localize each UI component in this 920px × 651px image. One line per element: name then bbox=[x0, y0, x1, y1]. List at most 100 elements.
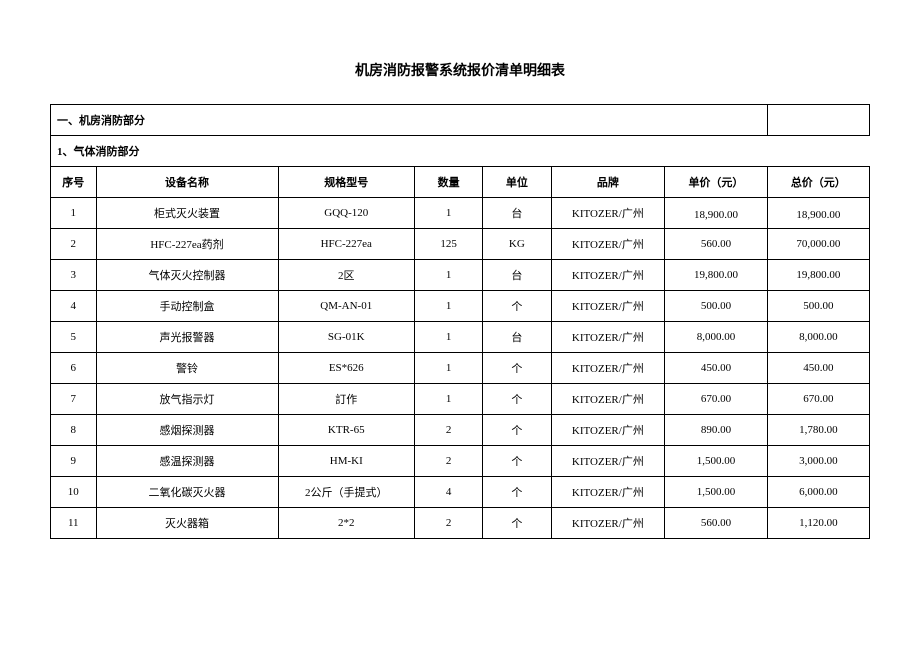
cell-name: 灭火器箱 bbox=[96, 508, 278, 539]
cell-qty: 4 bbox=[415, 477, 483, 508]
sub-section-header: 1、气体消防部分 bbox=[51, 136, 870, 167]
cell-name: 感温探测器 bbox=[96, 446, 278, 477]
table-row: 7放气指示灯訂作1个KITOZER/广州670.00670.00 bbox=[51, 384, 870, 415]
cell-price: 1,500.00 bbox=[665, 477, 767, 508]
cell-unit: 台 bbox=[483, 322, 551, 353]
cell-model: HFC-227ea bbox=[278, 229, 415, 260]
table-row: 8感烟探测器KTR-652个KITOZER/广州890.001,780.00 bbox=[51, 415, 870, 446]
cell-name: 声光报警器 bbox=[96, 322, 278, 353]
cell-model: QM-AN-01 bbox=[278, 291, 415, 322]
cell-total: 3,000.00 bbox=[767, 446, 869, 477]
cell-unit: 个 bbox=[483, 446, 551, 477]
sub-section-row: 1、气体消防部分 bbox=[51, 136, 870, 167]
cell-seq: 11 bbox=[51, 508, 97, 539]
cell-price: 890.00 bbox=[665, 415, 767, 446]
cell-seq: 8 bbox=[51, 415, 97, 446]
cell-seq: 1 bbox=[51, 198, 97, 229]
cell-name: HFC-227ea药剂 bbox=[96, 229, 278, 260]
page-title: 机房消防报警系统报价清单明细表 bbox=[50, 60, 870, 80]
cell-model: HM-KI bbox=[278, 446, 415, 477]
cell-model: GQQ-120 bbox=[278, 198, 415, 229]
column-header-row: 序号 设备名称 规格型号 数量 单位 品牌 单价（元） 总价（元） bbox=[51, 167, 870, 198]
cell-qty: 2 bbox=[415, 508, 483, 539]
cell-price: 560.00 bbox=[665, 229, 767, 260]
table-row: 3气体灭火控制器2区1台KITOZER/广州19,800.0019,800.00 bbox=[51, 260, 870, 291]
table-row: 1柜式灭火装置GQQ-1201台KITOZER/广州18,900.0018,90… bbox=[51, 198, 870, 229]
cell-brand: KITOZER/广州 bbox=[551, 353, 665, 384]
cell-qty: 2 bbox=[415, 446, 483, 477]
cell-total: 70,000.00 bbox=[767, 229, 869, 260]
cell-total: 1,780.00 bbox=[767, 415, 869, 446]
cell-qty: 1 bbox=[415, 260, 483, 291]
cell-qty: 1 bbox=[415, 291, 483, 322]
cell-model: KTR-65 bbox=[278, 415, 415, 446]
cell-model: 訂作 bbox=[278, 384, 415, 415]
table-row: 9感温探测器HM-KI2个KITOZER/广州1,500.003,000.00 bbox=[51, 446, 870, 477]
cell-qty: 125 bbox=[415, 229, 483, 260]
table-row: 6警铃ES*6261个KITOZER/广州450.00450.00 bbox=[51, 353, 870, 384]
cell-total: 1,120.00 bbox=[767, 508, 869, 539]
table-row: 11灭火器箱2*22个KITOZER/广州560.001,120.00 bbox=[51, 508, 870, 539]
table-row: 4手动控制盒QM-AN-011个KITOZER/广州500.00500.00 bbox=[51, 291, 870, 322]
cell-brand: KITOZER/广州 bbox=[551, 260, 665, 291]
cell-unit: 个 bbox=[483, 291, 551, 322]
cell-name: 手动控制盒 bbox=[96, 291, 278, 322]
cell-model: 2区 bbox=[278, 260, 415, 291]
cell-price: 1,500.00 bbox=[665, 446, 767, 477]
col-model: 规格型号 bbox=[278, 167, 415, 198]
cell-brand: KITOZER/广州 bbox=[551, 229, 665, 260]
cell-model: 2公斤（手提式） bbox=[278, 477, 415, 508]
cell-price: 19,800.00 bbox=[665, 260, 767, 291]
cell-model: SG-01K bbox=[278, 322, 415, 353]
cell-seq: 7 bbox=[51, 384, 97, 415]
cell-seq: 2 bbox=[51, 229, 97, 260]
cell-name: 气体灭火控制器 bbox=[96, 260, 278, 291]
cell-seq: 10 bbox=[51, 477, 97, 508]
cell-total: 670.00 bbox=[767, 384, 869, 415]
cell-brand: KITOZER/广州 bbox=[551, 446, 665, 477]
cell-name: 柜式灭火装置 bbox=[96, 198, 278, 229]
cell-total: 18,900.00 bbox=[767, 198, 869, 229]
cell-total: 19,800.00 bbox=[767, 260, 869, 291]
col-name: 设备名称 bbox=[96, 167, 278, 198]
section-header-row: 一、机房消防部分 bbox=[51, 105, 870, 136]
cell-brand: KITOZER/广州 bbox=[551, 415, 665, 446]
cell-price: 560.00 bbox=[665, 508, 767, 539]
table-row: 5声光报警器SG-01K1台KITOZER/广州8,000.008,000.00 bbox=[51, 322, 870, 353]
section-header-blank bbox=[767, 105, 869, 136]
quotation-table: 一、机房消防部分 1、气体消防部分 序号 设备名称 规格型号 数量 单位 品牌 … bbox=[50, 104, 870, 539]
cell-name: 二氧化碳灭火器 bbox=[96, 477, 278, 508]
cell-price: 670.00 bbox=[665, 384, 767, 415]
cell-unit: 个 bbox=[483, 384, 551, 415]
cell-qty: 1 bbox=[415, 198, 483, 229]
cell-brand: KITOZER/广州 bbox=[551, 508, 665, 539]
cell-unit: KG bbox=[483, 229, 551, 260]
cell-qty: 1 bbox=[415, 353, 483, 384]
section-header: 一、机房消防部分 bbox=[51, 105, 768, 136]
cell-brand: KITOZER/广州 bbox=[551, 477, 665, 508]
cell-unit: 个 bbox=[483, 415, 551, 446]
cell-name: 感烟探测器 bbox=[96, 415, 278, 446]
cell-price: 500.00 bbox=[665, 291, 767, 322]
cell-model: 2*2 bbox=[278, 508, 415, 539]
col-total: 总价（元） bbox=[767, 167, 869, 198]
col-unit: 单位 bbox=[483, 167, 551, 198]
cell-seq: 6 bbox=[51, 353, 97, 384]
cell-seq: 3 bbox=[51, 260, 97, 291]
cell-total: 500.00 bbox=[767, 291, 869, 322]
cell-name: 放气指示灯 bbox=[96, 384, 278, 415]
col-seq: 序号 bbox=[51, 167, 97, 198]
cell-unit: 台 bbox=[483, 198, 551, 229]
cell-unit: 个 bbox=[483, 353, 551, 384]
cell-total: 450.00 bbox=[767, 353, 869, 384]
cell-seq: 5 bbox=[51, 322, 97, 353]
cell-seq: 4 bbox=[51, 291, 97, 322]
cell-qty: 2 bbox=[415, 415, 483, 446]
cell-unit: 台 bbox=[483, 260, 551, 291]
cell-price: 450.00 bbox=[665, 353, 767, 384]
cell-price: 8,000.00 bbox=[665, 322, 767, 353]
cell-brand: KITOZER/广州 bbox=[551, 198, 665, 229]
cell-unit: 个 bbox=[483, 508, 551, 539]
table-row: 10二氧化碳灭火器2公斤（手提式）4个KITOZER/广州1,500.006,0… bbox=[51, 477, 870, 508]
cell-name: 警铃 bbox=[96, 353, 278, 384]
